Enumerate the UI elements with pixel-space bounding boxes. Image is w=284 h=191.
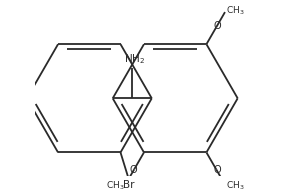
Text: O: O (130, 165, 137, 175)
Text: CH$_3$: CH$_3$ (226, 5, 245, 17)
Text: CH$_3$: CH$_3$ (226, 179, 245, 191)
Text: NH$_2$: NH$_2$ (124, 52, 145, 66)
Text: O: O (213, 21, 221, 31)
Text: CH$_3$: CH$_3$ (106, 179, 124, 191)
Text: Br: Br (123, 180, 134, 190)
Text: O: O (213, 165, 221, 175)
